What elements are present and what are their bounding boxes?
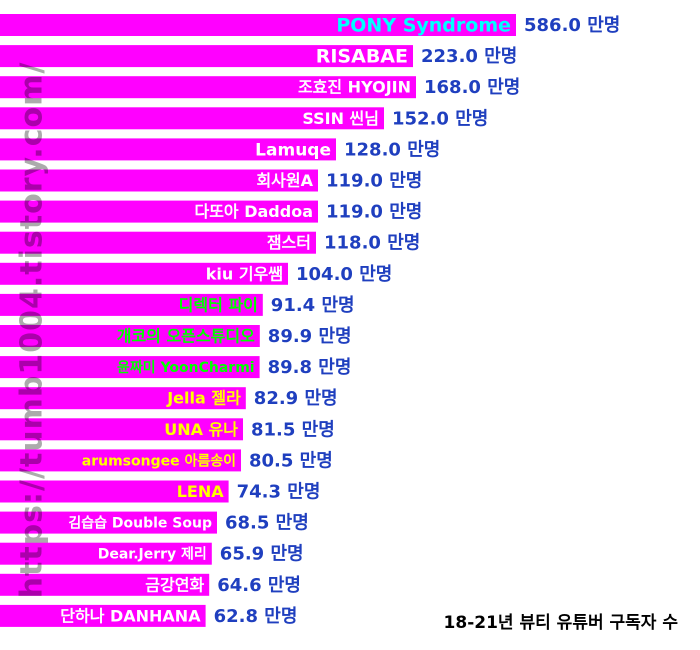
value-label: 89.9 만명 — [268, 326, 352, 347]
bar — [0, 200, 318, 223]
bar — [0, 76, 416, 99]
value-label: 168.0 만명 — [424, 77, 520, 98]
bar — [0, 449, 241, 472]
value-label: 64.6 만명 — [217, 575, 301, 596]
category-label: 단하나 DANHANA — [60, 606, 201, 625]
value-label: 89.8 만명 — [268, 357, 352, 378]
category-label: 금강연화 — [145, 575, 204, 594]
value-label: 74.3 만명 — [237, 482, 321, 503]
category-label: 김습습 Double Soup — [68, 515, 212, 532]
value-label: 119.0 만명 — [326, 171, 422, 192]
value-label: 81.5 만명 — [251, 419, 335, 440]
bar — [0, 14, 516, 36]
bar — [0, 542, 212, 565]
value-label: 82.9 만명 — [254, 388, 338, 409]
category-label: 개코의 오픈스튜디오 — [117, 327, 255, 346]
value-label: 128.0 만명 — [344, 139, 440, 160]
bar — [0, 262, 288, 285]
category-label: UNA 유나 — [164, 420, 238, 439]
value-label: 118.0 만명 — [324, 233, 420, 254]
category-label: PONY Syndrome — [336, 15, 511, 37]
category-label: 윤짜미 YoonCharmi — [117, 360, 255, 376]
value-label: 65.9 만명 — [220, 544, 304, 565]
value-label: 119.0 만명 — [326, 202, 422, 223]
chart-caption: 18-21년 뷰티 유튜버 구독자 수 — [443, 613, 678, 633]
bar — [0, 107, 384, 130]
value-label: 104.0 만명 — [296, 264, 392, 285]
category-label: 회사원A — [256, 171, 313, 190]
bar — [0, 418, 243, 441]
value-label: 152.0 만명 — [392, 108, 488, 129]
category-label: Dear.Jerry 제리 — [98, 547, 207, 563]
bar — [0, 573, 210, 596]
bar — [0, 325, 260, 347]
category-label: 디렉터 파이 — [179, 295, 258, 314]
category-label: kiu 기우쌤 — [206, 264, 283, 283]
bar — [0, 511, 217, 534]
bar — [0, 138, 336, 161]
category-label: Lamuqe — [255, 140, 331, 160]
category-label: LENA — [177, 482, 225, 501]
value-label: 68.5 만명 — [225, 513, 309, 534]
bar — [0, 45, 413, 68]
category-label: 조효진 HYOJIN — [298, 78, 411, 97]
value-label: 223.0 만명 — [421, 46, 517, 67]
category-label: 잼스터 — [267, 233, 311, 252]
bar — [0, 604, 206, 627]
category-label: arumsongee 아름송이 — [82, 452, 236, 469]
value-label: 80.5 만명 — [249, 450, 333, 471]
value-label: 62.8 만명 — [214, 606, 298, 627]
bar — [0, 293, 263, 316]
bar — [0, 356, 260, 379]
category-label: 다또아 Daddoa — [194, 202, 313, 221]
bar — [0, 231, 316, 254]
category-label: SSIN 씬님 — [302, 109, 379, 128]
bar — [0, 480, 229, 503]
bar — [0, 387, 246, 410]
bar — [0, 169, 318, 192]
value-label: 91.4 만명 — [271, 295, 355, 316]
category-label: Jella 젤라 — [166, 389, 241, 408]
category-label: RISABAE — [316, 46, 408, 68]
value-label: 586.0 만명 — [524, 15, 620, 36]
